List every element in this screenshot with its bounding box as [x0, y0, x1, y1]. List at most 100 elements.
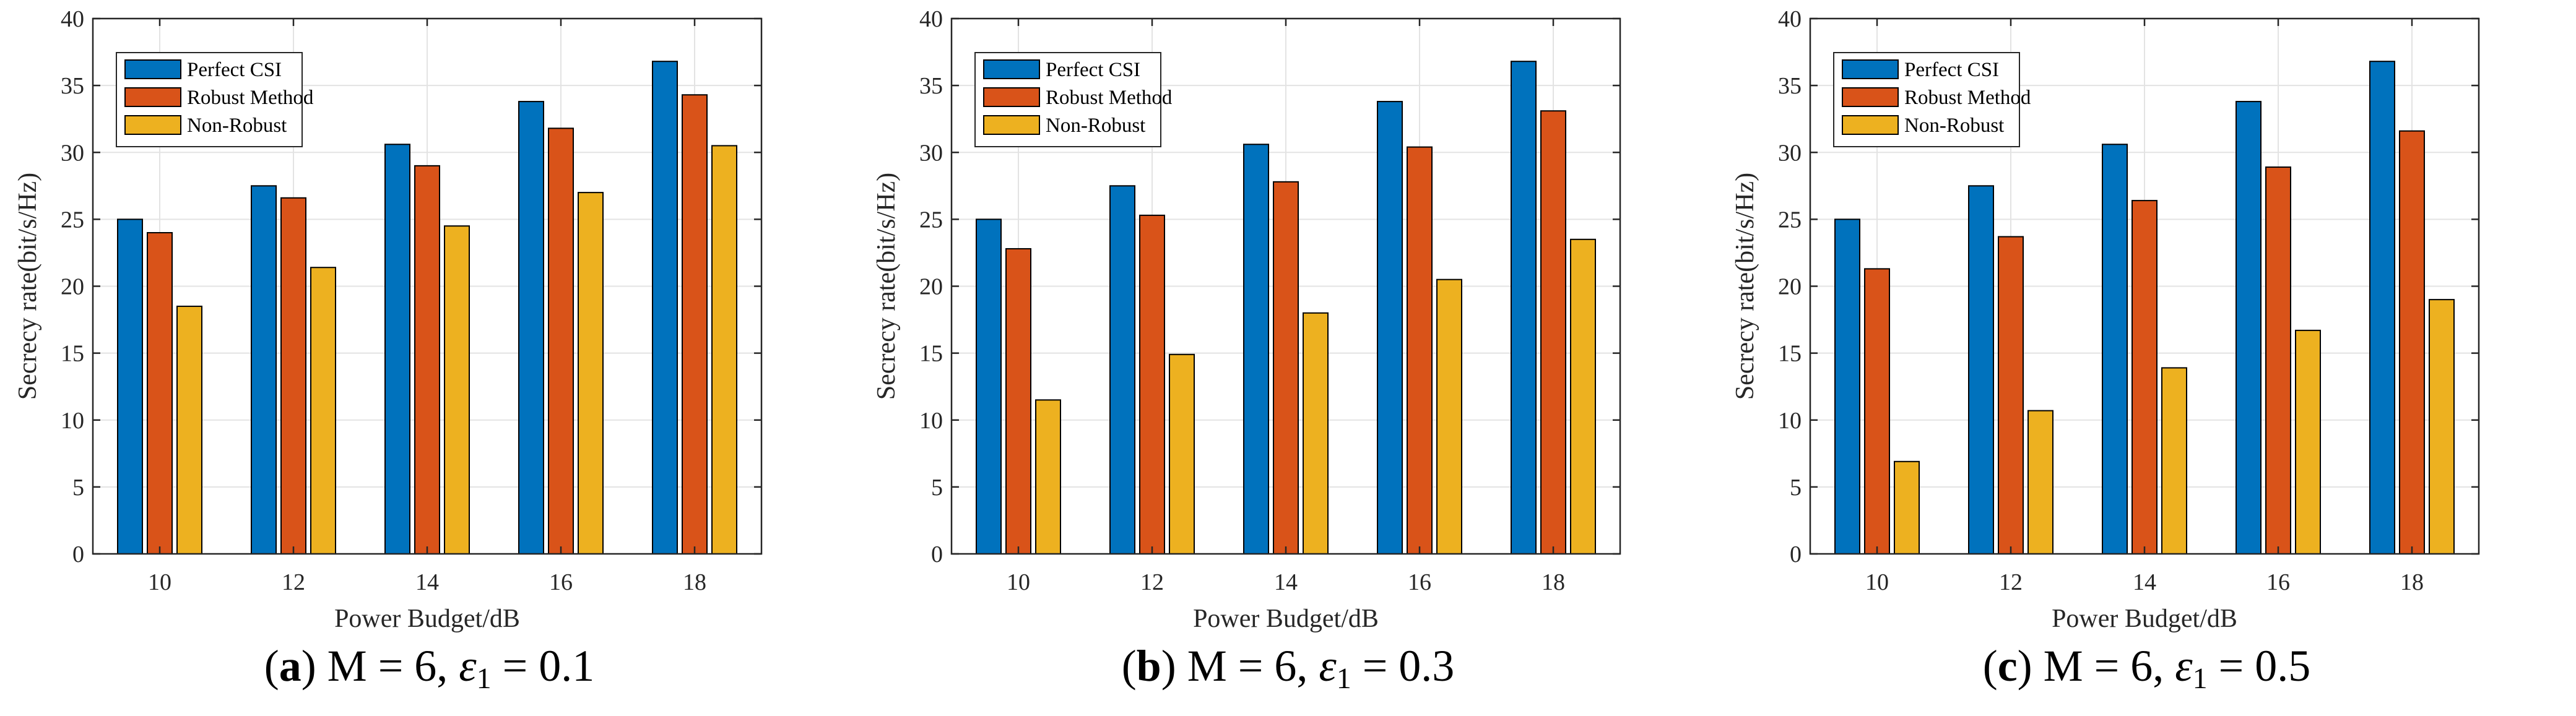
- x-tick-label: 14: [2133, 569, 2156, 595]
- legend-swatch: [983, 87, 1040, 107]
- bar: [2027, 410, 2053, 554]
- caption-epsilon: ε: [459, 641, 477, 691]
- caption-label: a: [279, 641, 301, 691]
- x-tick-label: 10: [1865, 569, 1889, 595]
- bar: [2131, 200, 2158, 555]
- caption-text: M = 6,: [2043, 641, 2175, 691]
- caption-subscript: 1: [1336, 662, 1351, 695]
- bar: [2161, 367, 2187, 554]
- bar: [1968, 185, 1994, 554]
- x-axis-label: Power Budget/dB: [1193, 605, 1379, 633]
- caption-label: c: [1997, 641, 2018, 691]
- x-tick-label: 14: [1274, 569, 1298, 595]
- legend-label: Non-Robust: [1046, 114, 1145, 137]
- bar: [1169, 353, 1195, 554]
- bar: [1998, 236, 2024, 554]
- y-tick-label: 0: [1790, 541, 1802, 567]
- y-tick-label: 40: [61, 6, 84, 32]
- x-tick-label: 16: [1408, 569, 1431, 595]
- y-tick-label: 10: [61, 408, 84, 434]
- y-tick-label: 35: [1778, 73, 1802, 99]
- legend-label: Perfect CSI: [1046, 59, 1140, 81]
- bar: [280, 197, 306, 554]
- bar: [711, 145, 737, 554]
- bar: [1139, 214, 1165, 554]
- bar: [1243, 144, 1269, 554]
- bar: [2429, 299, 2455, 554]
- chart-panel-b: 0 5 10 15 20 25 30 35 40 10 12 14 16 18 Power Budget/d…: [859, 0, 1717, 716]
- y-tick-label: 5: [72, 475, 84, 501]
- y-tick-label: 5: [931, 475, 943, 501]
- y-tick-label: 25: [61, 207, 84, 233]
- y-tick-label: 25: [1778, 207, 1802, 233]
- y-tick-label: 35: [61, 73, 84, 99]
- bar: [2265, 166, 2291, 555]
- legend-swatch: [1842, 59, 1899, 79]
- caption-text: M = 6,: [327, 641, 459, 691]
- bar: [1377, 101, 1403, 554]
- legend-swatch: [124, 59, 181, 79]
- y-tick-label: 10: [919, 408, 943, 434]
- y-tick-label: 20: [1778, 274, 1802, 300]
- legend-label: Perfect CSI: [187, 59, 282, 81]
- bar: [518, 101, 544, 554]
- bar: [578, 192, 604, 554]
- caption-value: = 0.3: [1351, 641, 1455, 691]
- y-axis-label: Secrecy rate(bit/s/Hz): [872, 173, 901, 400]
- bar: [1303, 312, 1329, 554]
- chart-b: 0 5 10 15 20 25 30 35 40 10 12 14 16 18 Power Budget/d…: [872, 6, 1621, 633]
- y-tick-label: 35: [919, 73, 943, 99]
- bar: [1511, 61, 1537, 554]
- y-tick-label: 0: [72, 541, 84, 567]
- caption-subscript: 1: [476, 662, 492, 695]
- bar: [444, 225, 470, 554]
- chart-panel-c: 0 5 10 15 20 25 30 35 40 10 12 14 16 18 Power Budget/d…: [1717, 0, 2576, 716]
- caption-a: (a) M = 6, ε1 = 0.1: [264, 641, 595, 695]
- bar: [2295, 329, 2321, 554]
- x-axis-label: Power Budget/dB: [334, 605, 520, 633]
- y-tick-label: 20: [919, 274, 943, 300]
- x-tick-label: 14: [415, 569, 439, 595]
- caption-value: = 0.5: [2207, 641, 2311, 691]
- y-tick-label: 25: [919, 207, 943, 233]
- x-tick-label: 16: [549, 569, 573, 595]
- y-tick-label: 15: [919, 341, 943, 367]
- caption-text: M = 6,: [1187, 641, 1319, 691]
- bar: [2399, 130, 2425, 554]
- legend-swatch: [124, 115, 181, 135]
- legend-label: Non-Robust: [1904, 114, 2004, 137]
- y-tick-label: 0: [931, 541, 943, 567]
- y-tick-label: 30: [1778, 140, 1802, 166]
- x-tick-label: 16: [2266, 569, 2290, 595]
- legend-swatch: [1842, 115, 1899, 135]
- caption-label: b: [1136, 641, 1161, 691]
- chart-a: 0 5 10 15 20 25 30 35 40 10 12 14 16 18 Power Budget/d…: [14, 6, 763, 633]
- y-tick-label: 30: [61, 140, 84, 166]
- bar: [682, 94, 708, 554]
- legend-swatch: [124, 87, 181, 107]
- legend-swatch: [983, 59, 1040, 79]
- chart-c: 0 5 10 15 20 25 30 35 40 10 12 14 16 18 Power Budget/d…: [1731, 6, 2480, 633]
- legend-label: Robust Method: [1904, 87, 2031, 109]
- x-tick-label: 10: [1007, 569, 1030, 595]
- y-tick-label: 30: [919, 140, 943, 166]
- y-axis-label: Secrecy rate(bit/s/Hz): [1731, 173, 1759, 400]
- caption-c: (c) M = 6, ε1 = 0.5: [1982, 641, 2311, 695]
- bar: [976, 218, 1002, 554]
- bar: [1035, 399, 1061, 554]
- bar: [2236, 101, 2262, 554]
- y-tick-label: 15: [1778, 341, 1802, 367]
- legend-swatch: [1842, 87, 1899, 107]
- bar: [1894, 460, 1920, 554]
- bar: [548, 127, 574, 554]
- legend-label: Robust Method: [187, 87, 314, 109]
- caption-epsilon: ε: [1319, 641, 1337, 691]
- bar: [117, 218, 143, 554]
- caption-b: (b) M = 6, ε1 = 0.3: [1121, 641, 1455, 695]
- bar: [384, 144, 410, 554]
- bar: [1407, 146, 1433, 555]
- x-tick-label: 18: [683, 569, 706, 595]
- x-tick-label: 12: [1140, 569, 1164, 595]
- y-tick-label: 20: [61, 274, 84, 300]
